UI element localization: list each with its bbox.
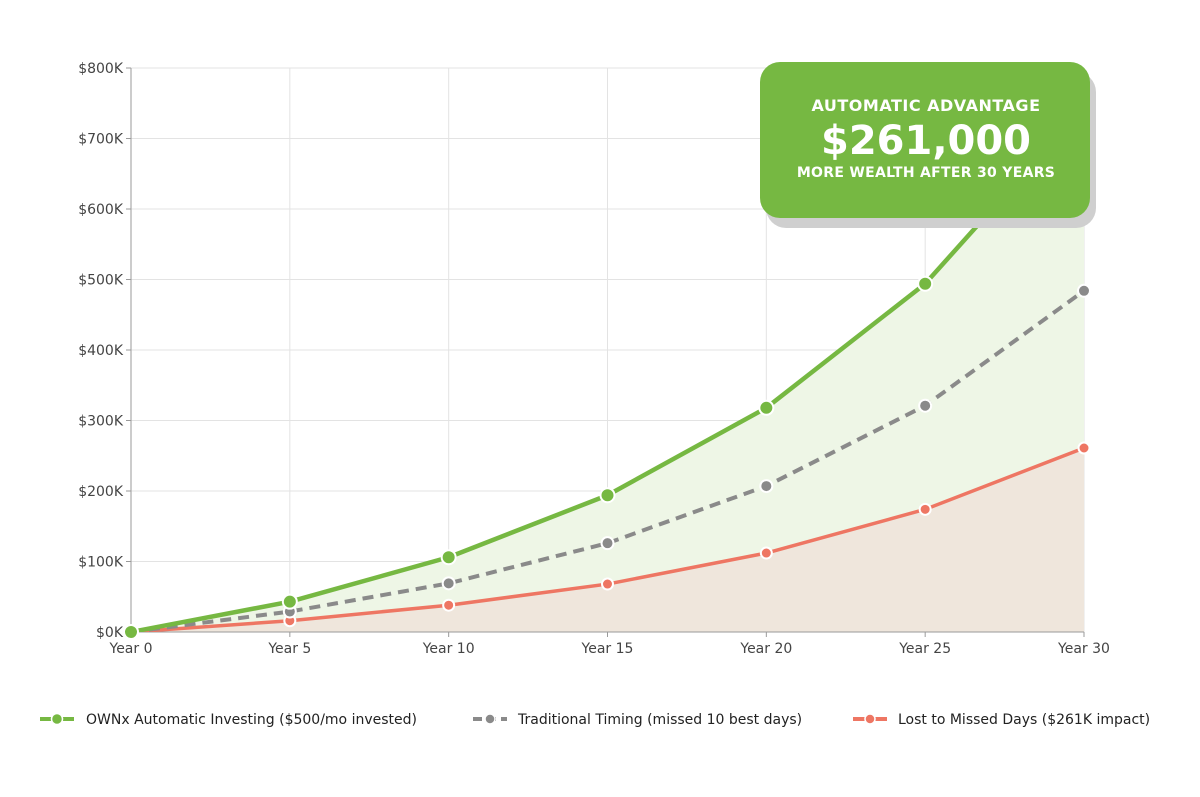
callout-subtitle: MORE WEALTH AFTER 30 YEARS xyxy=(797,165,1055,181)
x-tick-label: Year 15 xyxy=(581,641,634,657)
legend-item-lost: Lost to Missed Days ($261K impact) xyxy=(853,712,1150,728)
legend-marker-lost xyxy=(864,713,876,725)
legend-item-automatic: OWNx Automatic Investing ($500/mo invest… xyxy=(40,712,417,728)
traditional-timing-point xyxy=(441,576,456,591)
callout-box xyxy=(760,62,1090,218)
lost-days-point xyxy=(1077,441,1091,455)
series-points xyxy=(123,98,1092,640)
y-tick-label: $100K xyxy=(78,555,124,571)
traditional-timing-point xyxy=(600,536,615,551)
legend-label-traditional: Traditional Timing (missed 10 best days) xyxy=(517,712,802,728)
x-tick-label: Year 10 xyxy=(422,641,475,657)
legend-label-automatic: OWNx Automatic Investing ($500/mo invest… xyxy=(86,712,417,728)
legend-marker-automatic xyxy=(50,712,64,726)
lost-days-point xyxy=(918,502,932,516)
advantage-callout: AUTOMATIC ADVANTAGE $261,000 MORE WEALTH… xyxy=(760,62,1096,228)
lost-days-point xyxy=(442,598,456,612)
automatic-investing-point xyxy=(440,549,457,566)
traditional-timing-point xyxy=(1077,283,1091,298)
y-tick-label: $500K xyxy=(78,273,124,289)
y-tick-label: $400K xyxy=(78,343,124,359)
y-tick-label: $800K xyxy=(78,61,124,77)
lost-area xyxy=(131,447,1084,632)
y-tick-label: $0K xyxy=(96,625,124,641)
lost-days-point xyxy=(759,546,773,560)
y-tick-label: $200K xyxy=(78,484,124,500)
legend-label-lost: Lost to Missed Days ($261K impact) xyxy=(898,712,1150,728)
x-tick-label: Year 5 xyxy=(267,641,311,657)
automatic-investing-point xyxy=(123,624,139,640)
traditional-timing-point xyxy=(918,398,933,413)
callout-value: $261,000 xyxy=(821,118,1031,164)
x-tick-label: Year 30 xyxy=(1057,641,1110,657)
automatic-investing-point xyxy=(917,275,934,292)
callout-title: AUTOMATIC ADVANTAGE xyxy=(812,96,1041,115)
automatic-investing-point xyxy=(599,487,616,504)
x-tick-label: Year 0 xyxy=(109,641,153,657)
x-tick-label: Year 20 xyxy=(739,641,792,657)
y-tick-label: $700K xyxy=(78,132,124,148)
x-tick-label: Year 25 xyxy=(898,641,951,657)
legend-marker-traditional xyxy=(484,713,496,725)
traditional-timing-point xyxy=(759,479,774,494)
legend-item-traditional: Traditional Timing (missed 10 best days) xyxy=(473,712,802,728)
y-tick-label: $300K xyxy=(78,414,124,430)
area-fills xyxy=(131,106,1084,632)
automatic-investing-point xyxy=(281,593,298,610)
legend: OWNx Automatic Investing ($500/mo invest… xyxy=(40,712,1150,728)
automatic-investing-point xyxy=(758,399,775,416)
advantage-area xyxy=(131,106,1084,632)
axes: $0K $100K $200K $300K $400K $500K $600K $700K $8… xyxy=(78,61,1110,657)
lost-days-point xyxy=(601,577,614,591)
y-tick-label: $600K xyxy=(78,202,124,218)
